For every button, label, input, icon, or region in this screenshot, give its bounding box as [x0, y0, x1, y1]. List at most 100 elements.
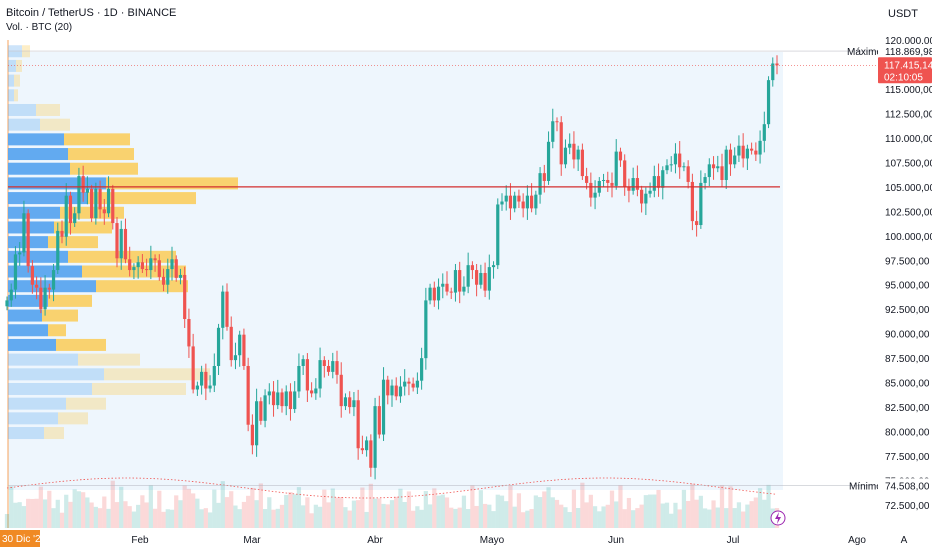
candle-body[interactable]: [453, 270, 458, 293]
candle-body[interactable]: [90, 188, 94, 219]
candle-body[interactable]: [585, 176, 589, 183]
candle-body[interactable]: [255, 401, 259, 446]
candle-body[interactable]: [703, 177, 707, 183]
candle-body[interactable]: [47, 287, 51, 290]
currency-label[interactable]: USDT: [888, 8, 918, 20]
candle-body[interactable]: [81, 176, 85, 193]
candle-body[interactable]: [572, 143, 576, 160]
candle-body[interactable]: [318, 360, 322, 389]
candle-body[interactable]: [356, 400, 360, 449]
candle-body[interactable]: [724, 149, 728, 180]
candle-body[interactable]: [593, 192, 597, 198]
candle-body[interactable]: [73, 213, 77, 224]
candle-body[interactable]: [496, 204, 500, 266]
candle-body[interactable]: [411, 383, 415, 388]
candle-body[interactable]: [420, 358, 424, 381]
candle-body[interactable]: [314, 388, 318, 394]
candle-body[interactable]: [250, 424, 254, 446]
candle-body[interactable]: [648, 190, 652, 194]
candle-body[interactable]: [555, 121, 559, 123]
candle-body[interactable]: [610, 182, 614, 186]
candle-body[interactable]: [737, 145, 741, 156]
candle-body[interactable]: [576, 149, 580, 160]
candle-body[interactable]: [98, 188, 102, 210]
candle-body[interactable]: [195, 385, 199, 390]
candle-body[interactable]: [123, 228, 128, 260]
candle-body[interactable]: [183, 274, 187, 319]
candle-body[interactable]: [331, 361, 335, 372]
candle-body[interactable]: [343, 397, 348, 407]
candle-body[interactable]: [13, 254, 18, 290]
candle-body[interactable]: [390, 385, 394, 396]
candle-body[interactable]: [128, 259, 132, 271]
candle-body[interactable]: [280, 392, 284, 407]
candle-body[interactable]: [381, 379, 386, 435]
candle-body[interactable]: [335, 361, 339, 375]
candle-body[interactable]: [271, 391, 276, 406]
candle-body[interactable]: [775, 63, 779, 66]
candle-body[interactable]: [310, 390, 314, 394]
candle-body[interactable]: [491, 265, 496, 268]
candle-body[interactable]: [635, 178, 639, 190]
candle-body[interactable]: [415, 380, 419, 388]
candle-body[interactable]: [644, 193, 648, 204]
candle-body[interactable]: [466, 265, 470, 287]
candle-body[interactable]: [9, 289, 13, 301]
candle-body[interactable]: [656, 176, 661, 188]
candle-body[interactable]: [601, 179, 606, 181]
candle-body[interactable]: [728, 149, 733, 165]
candle-body[interactable]: [758, 140, 762, 155]
candle-body[interactable]: [242, 334, 246, 366]
candle-body[interactable]: [386, 379, 390, 396]
candle-body[interactable]: [246, 365, 250, 425]
candle-body[interactable]: [238, 334, 242, 356]
candle-body[interactable]: [153, 258, 157, 261]
candle-body[interactable]: [102, 209, 106, 214]
candle-body[interactable]: [403, 381, 407, 387]
candle-body[interactable]: [606, 179, 610, 183]
candle-body[interactable]: [225, 291, 229, 327]
candle-body[interactable]: [538, 173, 542, 195]
candle-body[interactable]: [475, 270, 479, 285]
candle-body[interactable]: [678, 153, 682, 168]
candle-body[interactable]: [178, 274, 183, 278]
candle-body[interactable]: [517, 195, 521, 202]
candle-body[interactable]: [35, 284, 39, 288]
candle-body[interactable]: [174, 259, 178, 278]
candle-body[interactable]: [707, 164, 711, 178]
candle-body[interactable]: [51, 270, 56, 290]
candle-body[interactable]: [94, 188, 98, 219]
candle-body[interactable]: [618, 151, 623, 161]
candle-body[interactable]: [229, 326, 233, 361]
candle-body[interactable]: [695, 221, 699, 226]
candle-body[interactable]: [208, 385, 212, 389]
candle-body[interactable]: [111, 188, 115, 224]
candle-body[interactable]: [187, 319, 191, 347]
symbol-title[interactable]: Bitcoin / TetherUS · 1D · BINANCE: [6, 7, 177, 19]
candle-body[interactable]: [360, 448, 364, 451]
candle-body[interactable]: [441, 283, 445, 287]
candle-body[interactable]: [212, 365, 216, 386]
candle-body[interactable]: [166, 269, 170, 285]
candle-body[interactable]: [436, 286, 441, 301]
candle-body[interactable]: [771, 63, 775, 81]
candle-body[interactable]: [521, 201, 525, 209]
candle-body[interactable]: [43, 287, 47, 310]
candle-body[interactable]: [741, 145, 745, 159]
candle-body[interactable]: [432, 287, 436, 301]
candle-body[interactable]: [267, 391, 271, 396]
candle-body[interactable]: [5, 300, 9, 307]
candle-body[interactable]: [428, 287, 432, 301]
candle-body[interactable]: [568, 143, 572, 148]
candle-body[interactable]: [377, 406, 381, 435]
candle-body[interactable]: [161, 276, 166, 285]
candle-body[interactable]: [64, 195, 68, 237]
candle-body[interactable]: [18, 252, 22, 255]
candle-body[interactable]: [259, 401, 263, 421]
candle-body[interactable]: [631, 178, 635, 191]
candle-body[interactable]: [762, 124, 766, 141]
candle-body[interactable]: [22, 213, 26, 253]
candle-body[interactable]: [508, 195, 513, 209]
